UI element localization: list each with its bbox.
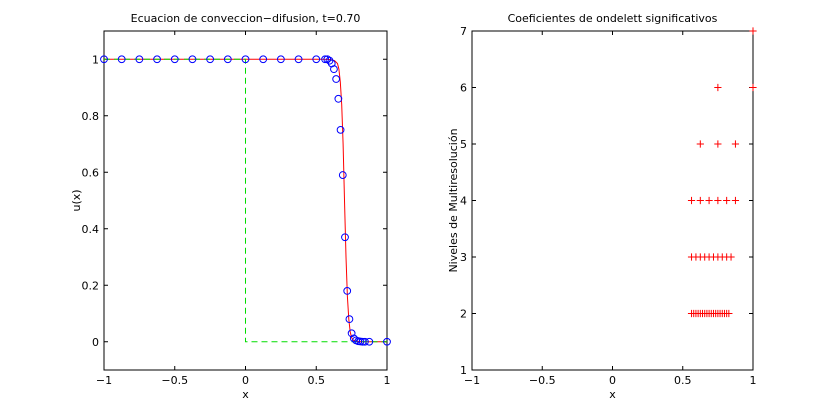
y-tick-label: 0.6 <box>82 166 100 179</box>
data-point <box>360 337 369 346</box>
x-axis-label-left: x <box>242 388 249 401</box>
data-point <box>241 55 250 64</box>
series-left <box>100 55 391 346</box>
y-tick-label: 7 <box>460 25 467 38</box>
x-ticks-right: −1 −0.5 0 0.5 1 <box>464 31 757 387</box>
chart-title-right: Coeficientes de ondelett significativos <box>508 12 718 25</box>
x-tick-label: −0.5 <box>529 374 556 387</box>
x-tick-label: 1 <box>384 374 391 387</box>
data-point <box>170 55 179 64</box>
data-point <box>206 55 215 64</box>
data-point <box>332 75 341 83</box>
data-point <box>276 55 285 64</box>
data-point <box>334 94 343 103</box>
coefficient-marker <box>705 196 713 205</box>
y-tick-label: 1 <box>460 364 467 377</box>
data-point <box>345 315 354 324</box>
data-point <box>343 287 352 295</box>
coefficient-marker <box>749 27 757 35</box>
y-tick-label: 4 <box>460 195 467 208</box>
y-tick-label: 3 <box>460 251 467 264</box>
x-tick-label: 0.5 <box>308 374 326 387</box>
initial-condition-line <box>104 58 387 343</box>
x-tick-label: 1 <box>750 374 757 387</box>
chart-wavelet-coefficients: Coeficientes de ondelett significativos … <box>447 12 757 401</box>
data-point <box>294 55 303 64</box>
data-point <box>347 329 356 338</box>
data-point <box>383 337 391 346</box>
coefficient-marker <box>714 140 722 148</box>
x-tick-label: 0 <box>609 374 616 387</box>
data-point <box>312 55 321 64</box>
data-point <box>153 55 161 64</box>
y-tick-label: 5 <box>460 138 467 151</box>
y-tick-label: 0.2 <box>82 279 100 292</box>
x-axis-label-right: x <box>609 388 616 401</box>
data-point <box>100 55 108 64</box>
data-point <box>330 65 338 74</box>
y-tick-label: 0.8 <box>82 110 100 123</box>
data-point <box>135 55 144 64</box>
series-right <box>687 27 757 318</box>
y-axis-label-right: Niveles de Multiresolución <box>447 128 460 272</box>
chart-convection-diffusion: Ecuacion de conveccion−difusion, t=0.70 … <box>70 12 391 401</box>
coefficient-marker <box>727 253 735 261</box>
x-ticks-left: −1 −0.5 0 0.5 1 <box>96 31 391 387</box>
coefficient-marker <box>696 140 704 148</box>
x-tick-label: 0.5 <box>674 374 692 387</box>
y-axis-label-left: u(x) <box>70 189 83 211</box>
coefficient-marker <box>731 140 740 148</box>
data-point <box>365 337 374 346</box>
data-point <box>223 55 232 64</box>
data-point <box>341 233 349 242</box>
data-point <box>338 171 347 179</box>
coefficient-marker <box>749 83 757 92</box>
x-tick-label: −1 <box>464 374 480 387</box>
x-tick-label: −1 <box>96 374 112 387</box>
data-point <box>117 55 126 64</box>
y-tick-label: 0 <box>92 336 99 349</box>
coefficient-marker <box>725 309 733 318</box>
data-point <box>259 55 268 64</box>
coefficient-marker <box>731 196 740 205</box>
x-tick-label: 0 <box>242 374 249 387</box>
coefficient-marker <box>714 83 722 92</box>
data-point <box>323 55 332 64</box>
y-tick-label: 2 <box>460 308 467 321</box>
coefficient-marker <box>723 196 731 205</box>
chart-title-left: Ecuacion de conveccion−difusion, t=0.70 <box>131 12 361 25</box>
y-tick-label: 1 <box>92 53 99 66</box>
y-tick-label: 6 <box>460 82 467 95</box>
coefficient-marker <box>714 196 722 205</box>
coefficient-marker <box>687 196 696 205</box>
x-tick-label: −0.5 <box>161 374 188 387</box>
data-point <box>188 55 197 64</box>
data-point <box>321 55 329 64</box>
coefficient-marker <box>696 196 704 205</box>
y-ticks-left: 0 0.2 0.4 0.6 0.8 1 <box>82 53 387 349</box>
y-tick-label: 0.4 <box>82 223 100 236</box>
data-point <box>336 125 345 134</box>
